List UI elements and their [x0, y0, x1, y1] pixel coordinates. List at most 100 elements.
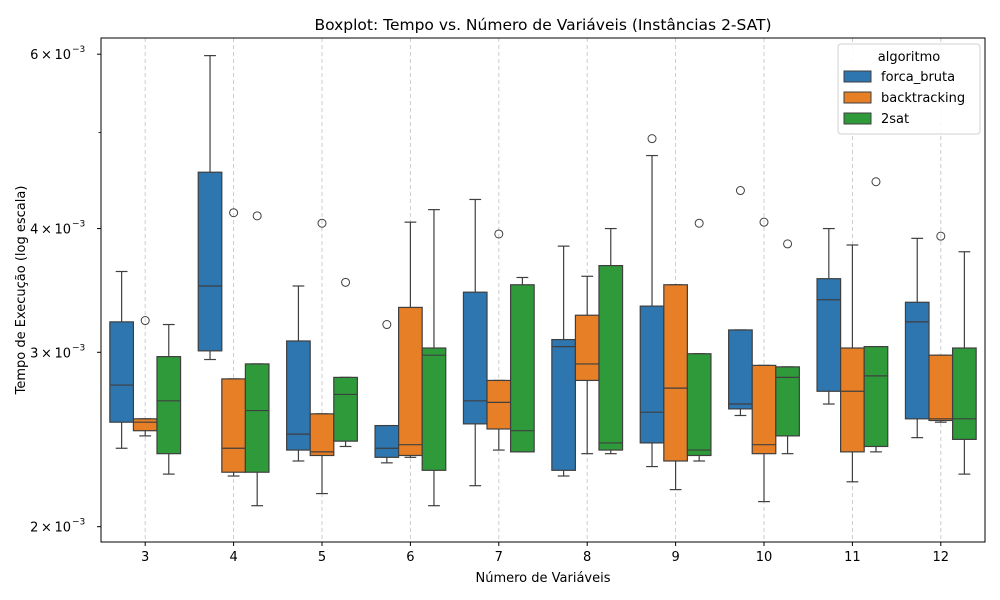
outlier-point — [317, 218, 327, 228]
y-tick-exponent: −3 — [72, 343, 85, 353]
outlier-point — [871, 177, 881, 187]
outlier-point — [647, 134, 657, 144]
y-tick-exponent: −3 — [72, 518, 85, 528]
outlier-point — [382, 320, 392, 330]
outlier-point — [229, 208, 239, 218]
box-layer — [109, 55, 977, 507]
box-2sat-12 — [951, 251, 977, 475]
y-tick-label: 4 × 10 — [30, 223, 71, 238]
box-iqr — [109, 321, 135, 423]
box-backtracking-7 — [486, 229, 512, 451]
box-iqr — [816, 278, 842, 392]
box-2sat-9 — [686, 218, 712, 462]
x-tick-label: 12 — [933, 550, 950, 565]
x-tick-label: 11 — [844, 550, 861, 565]
box-iqr — [574, 314, 600, 382]
x-tick-label: 5 — [318, 550, 326, 565]
x-tick-label: 8 — [583, 550, 591, 565]
legend-swatch-backtracking — [843, 91, 872, 104]
x-tick-label: 10 — [756, 550, 773, 565]
y-tick-label: 3 × 10 — [30, 346, 71, 361]
box-iqr — [509, 284, 535, 453]
outlier-point — [252, 211, 262, 221]
box-iqr — [639, 305, 665, 444]
x-tick-label: 4 — [229, 550, 237, 565]
box-iqr — [686, 353, 712, 457]
box-forca_bruta-3 — [109, 270, 135, 449]
box-iqr — [421, 347, 447, 471]
x-tick-label: 9 — [671, 550, 679, 565]
box-backtracking-11 — [840, 244, 865, 483]
box-forca_bruta-12 — [904, 237, 930, 439]
box-iqr — [286, 340, 311, 451]
y-tick-exponent: −3 — [72, 220, 85, 230]
box-iqr — [221, 378, 246, 473]
box-forca_bruta-11 — [816, 227, 842, 405]
box-2sat-7 — [509, 276, 535, 453]
outlier-point — [735, 186, 745, 196]
box-iqr — [374, 424, 400, 458]
outlier-point — [494, 229, 504, 239]
box-forca_bruta-8 — [551, 245, 577, 477]
outlier-point — [140, 316, 150, 326]
box-2sat-4 — [244, 211, 270, 507]
y-tick-label: 2 × 10 — [30, 521, 71, 536]
legend-frame — [837, 43, 981, 135]
legend-label: backtracking — [881, 91, 965, 106]
legend-label: 2sat — [881, 112, 909, 127]
outlier-point — [759, 217, 769, 227]
y-tick-exponent: −3 — [72, 45, 85, 55]
y-tick-label: 6 × 10 — [30, 48, 71, 63]
legend: algoritmo forca_bruta backtracking 2sat — [837, 43, 981, 135]
legend-swatch-forca_bruta — [843, 70, 872, 83]
box-iqr — [462, 291, 488, 425]
box-2sat-5 — [333, 277, 358, 448]
legend-swatch-2sat — [843, 112, 872, 125]
box-iqr — [863, 345, 889, 448]
legend-title: algoritmo — [878, 50, 941, 65]
box-backtracking-6 — [398, 221, 423, 458]
box-forca_bruta-9 — [639, 134, 665, 468]
box-2sat-11 — [863, 177, 889, 453]
outlier-point — [341, 277, 351, 287]
box-iqr — [663, 284, 688, 462]
box-iqr — [132, 418, 158, 432]
chart-title: Boxplot: Tempo vs. Número de Variáveis (… — [314, 16, 771, 34]
axis-layer: 3 4 5 6 7 8 9 10 11 122 × 10 −33 × 10 −34 × 10 −36 ×… — [30, 45, 949, 565]
box-iqr — [728, 329, 753, 410]
box-backtracking-10 — [751, 217, 777, 503]
box-iqr — [951, 347, 977, 440]
y-axis-label: Tempo de Execução (log escala) — [14, 186, 29, 396]
box-2sat-8 — [598, 227, 624, 455]
box-forca_bruta-10 — [728, 186, 753, 417]
box-iqr — [486, 379, 512, 430]
box-2sat-3 — [156, 323, 182, 475]
outlier-point — [783, 239, 793, 249]
box-iqr — [551, 338, 577, 471]
box-iqr — [751, 364, 777, 455]
box-2sat-10 — [775, 239, 800, 455]
box-backtracking-8 — [574, 275, 600, 455]
box-forca_bruta-7 — [462, 198, 488, 487]
box-forca_bruta-4 — [197, 55, 223, 361]
box-iqr — [598, 264, 624, 451]
box-iqr — [775, 366, 800, 437]
box-iqr — [244, 363, 270, 473]
box-iqr — [333, 376, 358, 442]
box-iqr — [197, 171, 223, 352]
box-forca_bruta-5 — [286, 285, 311, 462]
x-tick-label: 7 — [495, 550, 503, 565]
x-tick-label: 3 — [141, 550, 149, 565]
box-iqr — [904, 301, 930, 420]
box-forca_bruta-6 — [374, 320, 400, 464]
box-iqr — [840, 347, 865, 453]
box-iqr — [156, 356, 182, 455]
box-iqr — [309, 413, 335, 457]
box-2sat-6 — [421, 209, 447, 507]
outlier-point — [694, 218, 704, 228]
box-backtracking-9 — [663, 284, 688, 491]
outlier-point — [936, 231, 946, 241]
legend-label: forca_bruta — [881, 70, 955, 85]
x-tick-label: 6 — [406, 550, 414, 565]
